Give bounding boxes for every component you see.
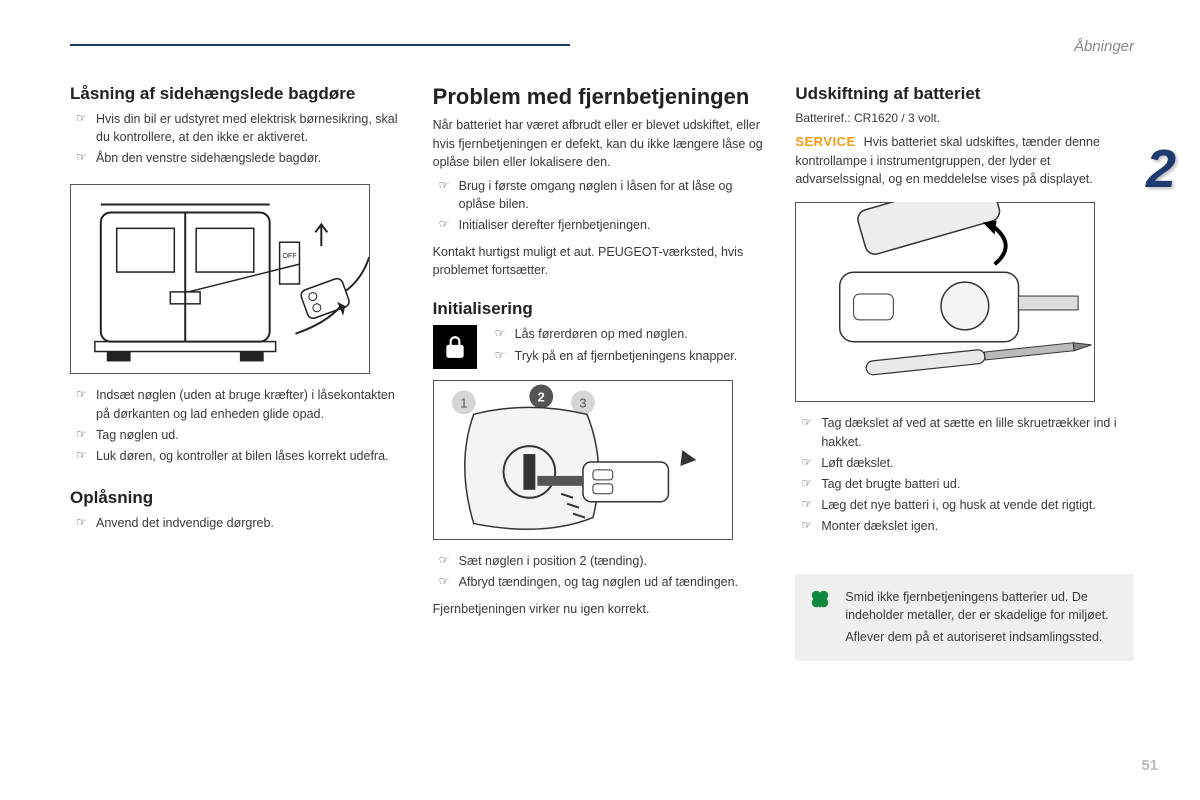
list-init-a: Lås førerdøren op med nøglen. Tryk på en… (489, 325, 772, 367)
list-lock-b: Indsæt nøglen (uden at bruge kræfter) i … (70, 386, 409, 468)
list-item: Lås førerdøren op med nøglen. (489, 325, 772, 343)
column-1: Låsning af sidehængslede bagdøre Hvis di… (70, 84, 409, 760)
list-item: Tag det brugte batteri ud. (795, 475, 1134, 493)
list-item: Tag dækslet af ved at sætte en lille skr… (795, 414, 1134, 450)
service-paragraph: SERVICEHvis batteriet skal udskiftes, tæ… (795, 133, 1134, 188)
list-item: Læg det nye batteri i, og husk at vende … (795, 496, 1134, 514)
list-item: Luk døren, og kontroller at bilen låses … (70, 447, 409, 465)
list-item: Tryk på en af fjernbetjeningens knapper. (489, 347, 772, 365)
svg-text:OFF: OFF (283, 254, 297, 261)
svg-text:3: 3 (579, 395, 586, 410)
svg-text:2: 2 (537, 389, 544, 404)
clover-icon (809, 588, 831, 610)
list-item: Løft dækslet. (795, 454, 1134, 472)
list-item: Brug i første omgang nøglen i låsen for … (433, 177, 772, 213)
list-item: Åbn den venstre sidehængslede bagdør. (70, 149, 409, 167)
heading-unlock: Oplåsning (70, 488, 409, 508)
chapter-number: 2 (1146, 138, 1176, 200)
page-number: 51 (1141, 757, 1158, 774)
heading-remote-problem: Problem med fjernbetjeningen (433, 84, 772, 110)
list-item: Monter dækslet igen. (795, 517, 1134, 535)
section-label: Åbninger (1074, 38, 1134, 55)
list-item: Indsæt nøglen (uden at bruge kræfter) i … (70, 386, 409, 422)
heading-lock-rear-doors: Låsning af sidehængslede bagdøre (70, 84, 409, 104)
list-item: Initialiser derefter fjernbetjeningen. (433, 216, 772, 234)
list-item: Tag nøglen ud. (70, 426, 409, 444)
list-item-text: Sæt nøglen i position 2 (tænding). (459, 554, 647, 568)
callout-line-2: Aflever dem på et autoriseret indsamling… (845, 628, 1118, 646)
battery-ref: Batteriref.: CR1620 / 3 volt. (795, 110, 1134, 127)
figure-van-key: OFF (70, 184, 370, 374)
figure-ignition-key: 1 2 3 (433, 380, 733, 540)
service-icon: SERVICE (795, 134, 855, 149)
list-item: Anvend det indvendige dørgreb. (70, 514, 409, 532)
paragraph: Når batteriet har været afbrudt eller er… (433, 116, 772, 170)
column-2: Problem med fjernbetjeningen Når batteri… (433, 84, 772, 760)
list-item: Hvis din bil er udstyret med elektrisk b… (70, 110, 409, 146)
list-init-b: Sæt nøglen i position 2 (tænding). Afbry… (433, 552, 772, 594)
paragraph: Kontakt hurtigst muligt et aut. PEUGEOT-… (433, 243, 772, 279)
column-3: Udskiftning af batteriet Batteriref.: CR… (795, 84, 1134, 760)
lock-icon (433, 325, 477, 369)
callout-line-1: Smid ikke fjernbetjeningens batterier ud… (845, 588, 1118, 624)
heading-battery: Udskiftning af batteriet (795, 84, 1134, 104)
list-lock-a: Hvis din bil er udstyret med elektrisk b… (70, 110, 409, 170)
list-intro: Brug i første omgang nøglen i låsen for … (433, 177, 772, 237)
page-content: Låsning af sidehængslede bagdøre Hvis di… (70, 84, 1134, 760)
list-battery: Tag dækslet af ved at sætte en lille skr… (795, 414, 1134, 538)
paragraph: Fjernbetjeningen virker nu igen korrekt. (433, 600, 772, 618)
list-unlock: Anvend det indvendige dørgreb. (70, 514, 409, 535)
figure-battery-replace (795, 202, 1095, 402)
svg-text:1: 1 (460, 395, 467, 410)
header-rule (70, 44, 570, 46)
environment-callout: Smid ikke fjernbetjeningens batterier ud… (795, 574, 1134, 660)
heading-init: Initialisering (433, 299, 772, 319)
list-item: Sæt nøglen i position 2 (tænding). (433, 552, 772, 570)
list-item: Afbryd tændingen, og tag nøglen ud af tæ… (433, 573, 772, 591)
init-row: Lås førerdøren op med nøglen. Tryk på en… (433, 325, 772, 373)
